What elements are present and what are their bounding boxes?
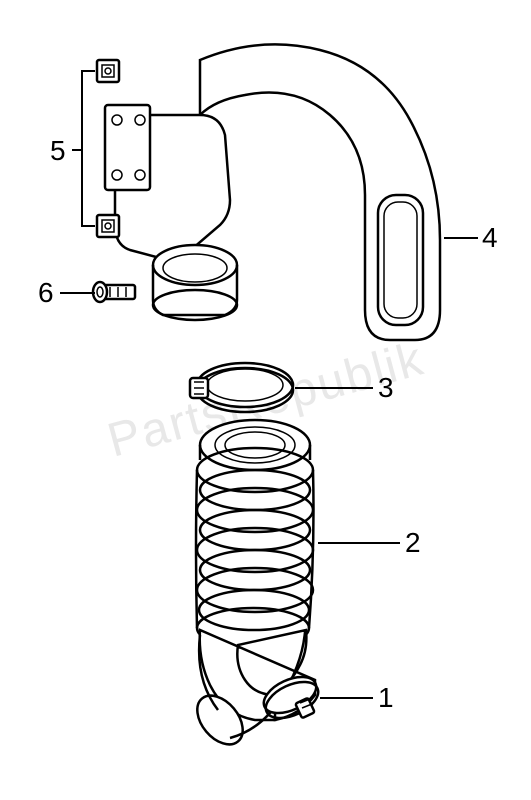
- clip-top-part: [97, 60, 119, 82]
- callout-4: 4: [482, 222, 498, 254]
- callout-6: 6: [38, 277, 54, 309]
- intake-pipe-part: [115, 44, 440, 340]
- parts-diagram-container: PartsRepublik: [0, 0, 531, 800]
- clip-bottom-part: [97, 215, 119, 237]
- upper-clamp-part: [190, 363, 293, 412]
- screw-part: [93, 282, 135, 302]
- callout-2: 2: [405, 527, 421, 559]
- diagram-svg: [0, 0, 531, 800]
- callout-1: 1: [378, 682, 394, 714]
- callout-5: 5: [50, 135, 66, 167]
- callout-3: 3: [378, 372, 394, 404]
- mounting-bracket-part: [105, 105, 150, 190]
